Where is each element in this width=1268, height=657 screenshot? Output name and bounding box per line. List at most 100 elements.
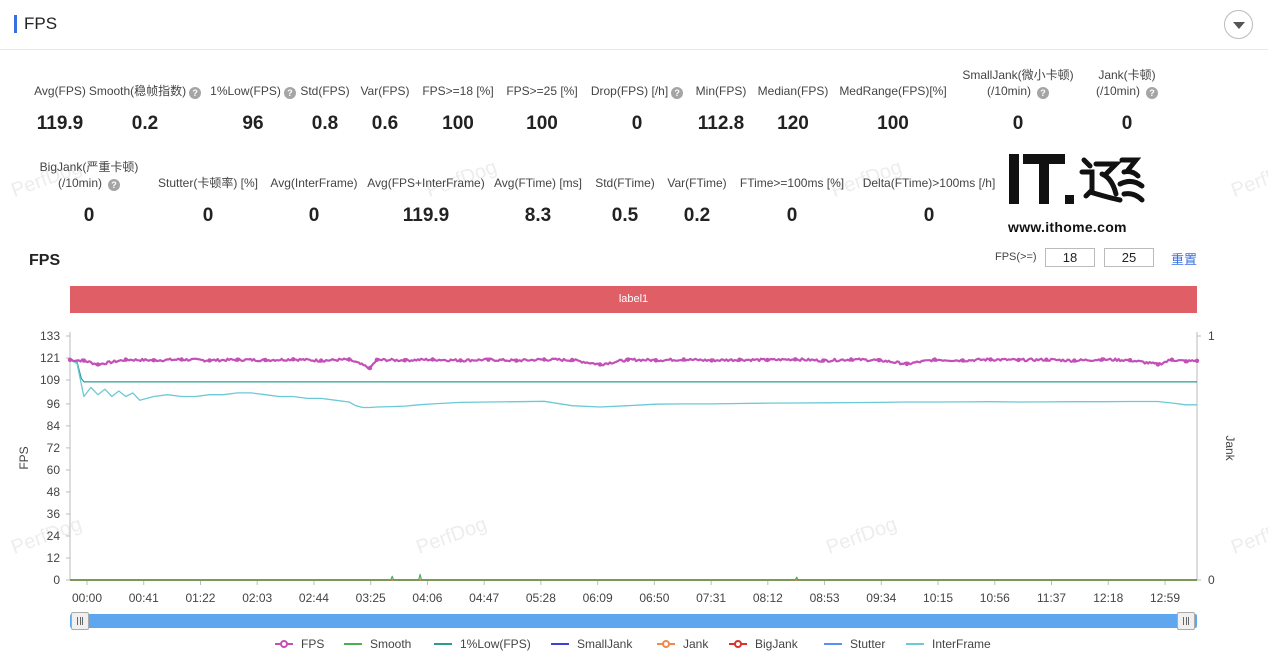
help-icon[interactable]: ? (108, 179, 120, 191)
legend-item-1-low-fps-[interactable]: 1%Low(FPS) (434, 636, 531, 652)
metric-label: Std(FPS) (300, 84, 350, 98)
legend-item-interframe[interactable]: InterFrame (906, 636, 991, 652)
metric-row2-1: Stutter(卡顿率) [%] 0 (133, 175, 283, 226)
fps-point (95, 362, 101, 367)
metric-value: 100 (442, 113, 474, 134)
metric-row1-6: FPS>=25 [%] 100 (467, 83, 617, 134)
metric-row2-2: Avg(InterFrame) 0 (239, 175, 389, 226)
metric-value: 0.5 (611, 205, 639, 226)
fps-point (542, 357, 547, 362)
fps-chart: 0 12 24 36 48 60 72 84 96 109 121 133 0 1 FPS Jank 00:00… (17, 329, 1237, 605)
metric-row2-3: Avg(FPS+InterFrame) 119.9 (351, 175, 501, 226)
fps-point (179, 357, 184, 362)
legend-label: InterFrame (932, 637, 991, 651)
fps-point (737, 357, 742, 362)
fps-point (367, 365, 373, 371)
help-icon[interactable]: ? (1037, 87, 1049, 99)
time-range-slider[interactable] (70, 614, 1197, 628)
metric-label: Min(FPS) (695, 84, 747, 98)
legend-item-jank[interactable]: Jank (657, 636, 708, 652)
legend-swatch (824, 638, 842, 650)
metric-label: Avg(FTime) [ms] (493, 176, 582, 190)
y-tick-label: 72 (47, 441, 61, 455)
collapse-button[interactable] (1224, 10, 1253, 39)
legend-item-bigjank[interactable]: BigJank (729, 636, 798, 652)
metric-label: Jank(卡顿) (1098, 68, 1156, 82)
grip-icon (77, 617, 83, 625)
metric-label: Delta(FTime)>100ms [/h] (862, 176, 996, 190)
metric-row1-10: MedRange(FPS)[%] 100 (818, 83, 968, 134)
y-tick-label: 109 (40, 373, 60, 387)
y-tick-label: 121 (40, 351, 60, 365)
metric-row2-0: BigJank(严重卡顿) (/10min)? 0 (14, 159, 164, 226)
fps-threshold-input-1[interactable] (1045, 248, 1095, 267)
fps-point (1016, 357, 1021, 363)
fps-point (123, 357, 128, 362)
legend-item-smooth[interactable]: Smooth (344, 636, 411, 652)
metric-value: 119.9 (36, 113, 84, 134)
fps-threshold-input-2[interactable] (1104, 248, 1154, 267)
metric-label: Var(FTime) (667, 176, 727, 190)
metric-value: 0 (786, 205, 798, 226)
metric-row1-0: Avg(FPS) 119.9 (0, 83, 135, 134)
legend-label: Stutter (850, 637, 886, 651)
fps-point (514, 358, 519, 363)
slider-handle-right[interactable] (1177, 612, 1195, 630)
label-band[interactable]: label1 (70, 286, 1197, 313)
y-tick-label: 48 (47, 485, 61, 499)
x-tick-label: 10:15 (923, 591, 953, 605)
fps-point (430, 357, 435, 362)
threshold-label: FPS(>=) (995, 251, 1037, 263)
metric-row1-2: 1%Low(FPS)? 96 (178, 83, 328, 134)
legend-item-fps[interactable]: FPS (275, 636, 324, 652)
legend-swatch (729, 638, 747, 650)
legend-label: Smooth (370, 637, 412, 651)
fps-point (681, 357, 686, 362)
fps-point (904, 361, 910, 367)
fps-point (1194, 358, 1200, 363)
x-tick-label: 04:06 (412, 591, 442, 605)
help-icon[interactable]: ? (283, 87, 296, 99)
panel-title: FPS (24, 14, 58, 33)
grip-icon (1183, 617, 1189, 625)
fps-point (988, 357, 993, 362)
title-accent-bar (14, 15, 17, 33)
reset-link[interactable]: 重置 (1171, 252, 1198, 267)
metric-row1-11: SmallJank(微小卡顿) (/10min)? 0 (943, 67, 1093, 134)
panel-header: FPS (0, 0, 1268, 50)
metric-row1-9: Median(FPS) 120 (718, 83, 868, 134)
metric-row2-5: Std(FTime) 0.5 (550, 175, 700, 226)
x-tick-label: 05:28 (526, 591, 556, 605)
metric-label: Avg(InterFrame) (270, 176, 358, 190)
metric-label: Avg(FPS) (34, 84, 86, 98)
fps-point (486, 357, 491, 362)
metric-value: 0 (308, 205, 320, 226)
help-icon[interactable]: ? (189, 87, 202, 99)
help-icon[interactable]: ? (1146, 87, 1158, 99)
chevron-down-icon (1232, 22, 1245, 29)
metric-row1-12: Jank(卡顿) (/10min)? 0 (1052, 67, 1202, 134)
metric-value: 0 (202, 205, 214, 226)
legend-item-stutter[interactable]: Stutter (824, 636, 885, 652)
metric-label: BigJank(严重卡顿) (39, 160, 139, 174)
metric-row2-4: Avg(FTime) [ms] 8.3 (463, 175, 613, 226)
fps-point (374, 357, 380, 362)
fps-point (458, 358, 463, 363)
metric-row1-5: FPS>=18 [%] 100 (383, 83, 533, 134)
metric-label: Std(FTime) (595, 176, 655, 190)
ithome-logo (1009, 154, 1145, 204)
legend-item-smalljank[interactable]: SmallJank (551, 636, 632, 652)
x-tick-label: 12:59 (1150, 591, 1180, 605)
metric-value: 0.2 (131, 113, 159, 134)
fps-point (318, 358, 324, 363)
legend-swatch (344, 638, 362, 650)
series-interframe (69, 359, 1197, 409)
metric-label: Smooth(稳帧指数)? (70, 83, 220, 99)
metric-label: 1%Low(FPS)? (178, 83, 328, 99)
slider-handle-left[interactable] (71, 612, 89, 630)
legend-swatch (551, 638, 569, 650)
help-icon[interactable]: ? (671, 87, 684, 99)
x-tick-label: 06:09 (583, 591, 613, 605)
metric-label: Median(FPS) (757, 84, 829, 98)
fps-point (1100, 357, 1105, 362)
